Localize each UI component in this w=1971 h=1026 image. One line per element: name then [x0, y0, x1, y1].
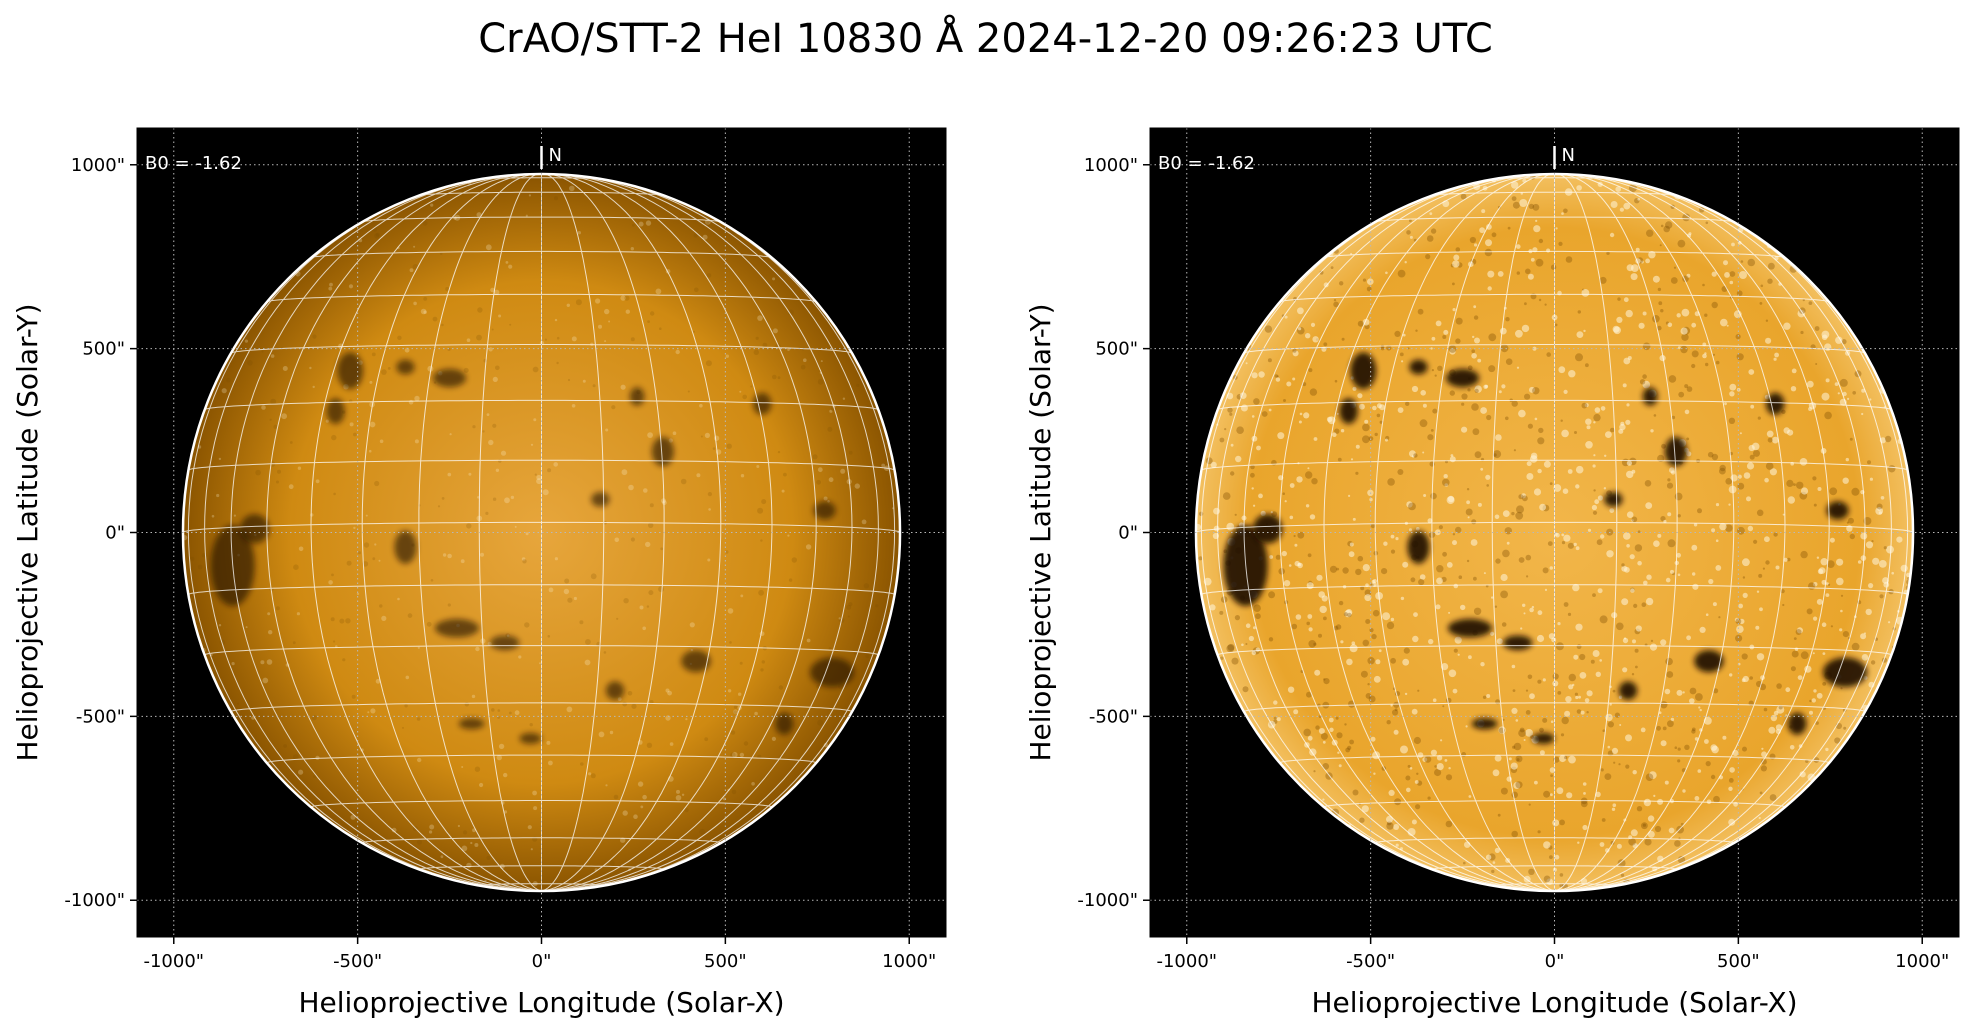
x-tick-label: -500" [333, 951, 382, 972]
y-tick-label: -1000" [1077, 890, 1138, 911]
dark-feature [337, 352, 364, 390]
dark-feature [1447, 618, 1492, 638]
dark-feature [1409, 359, 1428, 375]
dark-feature [239, 514, 270, 544]
y-tick-label: 500" [82, 339, 125, 360]
figure-title: CrAO/STT-2 HeI 10830 Å 2024-12-20 09:26:… [478, 16, 1493, 62]
dark-feature [1252, 514, 1283, 544]
dark-feature [809, 657, 855, 687]
north-label: N [549, 145, 562, 166]
dark-feature [775, 712, 794, 735]
solar-texture [182, 181, 894, 887]
y-tick-label: 500" [1095, 339, 1138, 360]
y-tick-label: 0" [105, 523, 125, 544]
x-tick-label: -1000" [1156, 951, 1217, 972]
dark-feature [1765, 392, 1785, 415]
dark-feature [651, 436, 674, 467]
dark-feature [1618, 681, 1638, 700]
x-tick-label: -500" [1346, 951, 1395, 972]
dark-feature [591, 492, 610, 507]
dark-feature [1350, 352, 1377, 390]
y-axis-label: Helioprojective Latitude (Solar-Y) [1024, 303, 1057, 761]
x-tick-label: 1000" [882, 951, 936, 972]
dark-feature [1664, 436, 1687, 467]
dark-feature [1822, 657, 1868, 687]
x-tick-label: 0" [532, 951, 552, 972]
b0-label: B0 = -1.62 [1158, 153, 1255, 174]
dark-feature [605, 681, 625, 700]
x-tick-label: -1000" [143, 951, 204, 972]
y-tick-label: -500" [1089, 706, 1138, 727]
heliographic-grid [1195, 173, 1914, 892]
dark-feature [490, 635, 520, 651]
dark-feature [519, 732, 542, 744]
dark-feature [1339, 398, 1358, 425]
dark-feature [1788, 712, 1807, 735]
dark-feature [1471, 718, 1498, 730]
y-tick-label: 0" [1118, 523, 1138, 544]
x-axis-label: Helioprojective Longitude (Solar-X) [298, 986, 784, 1019]
x-tick-label: 0" [1545, 951, 1565, 972]
dark-feature [1604, 492, 1623, 507]
dark-feature [752, 392, 772, 415]
x-tick-label: 500" [1717, 951, 1760, 972]
dark-feature [1642, 387, 1658, 406]
y-tick-label: -1000" [64, 890, 125, 911]
y-axis-label: Helioprojective Latitude (Solar-Y) [11, 303, 44, 761]
dark-feature [1532, 732, 1555, 744]
dark-feature [681, 650, 711, 673]
y-tick-label: -500" [76, 706, 125, 727]
dark-feature [396, 359, 415, 375]
dark-feature [394, 530, 417, 564]
heliographic-grid [182, 173, 901, 892]
north-label: N [1562, 145, 1575, 166]
y-tick-label: 1000" [71, 155, 125, 176]
dark-feature [326, 398, 345, 425]
x-tick-label: 1000" [1895, 951, 1949, 972]
dark-feature [1407, 530, 1430, 564]
dark-feature [434, 618, 479, 638]
b0-label: B0 = -1.62 [145, 153, 242, 174]
x-tick-label: 500" [704, 951, 747, 972]
x-axis-label: Helioprojective Longitude (Solar-X) [1311, 986, 1797, 1019]
dark-feature [1446, 368, 1480, 388]
dark-feature [1826, 501, 1849, 520]
dark-feature [1503, 635, 1533, 651]
dark-feature [433, 368, 467, 388]
y-tick-label: 1000" [1084, 155, 1138, 176]
dark-feature [458, 718, 485, 730]
dark-feature [1694, 650, 1724, 673]
dark-feature [813, 501, 836, 520]
solar-texture [1195, 173, 1912, 892]
